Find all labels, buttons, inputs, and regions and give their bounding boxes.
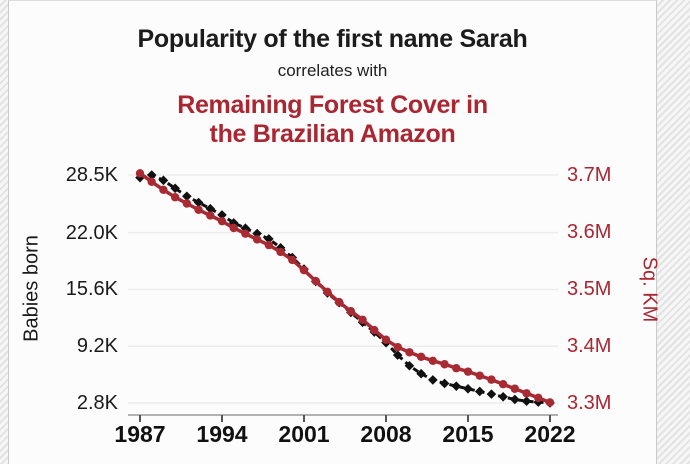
data-point-forest xyxy=(323,287,332,297)
x-axis-tick-label: 2022 xyxy=(524,421,576,447)
data-point-sarah xyxy=(428,375,438,385)
data-point-sarah xyxy=(146,170,157,180)
data-point-forest xyxy=(299,265,309,275)
data-point-forest xyxy=(498,379,508,389)
data-point-forest xyxy=(358,315,367,324)
data-point-sarah xyxy=(451,381,462,391)
chart-title-secondary-line1: Remaining Forest Cover in xyxy=(177,91,488,119)
data-point-forest xyxy=(252,235,262,244)
data-point-forest xyxy=(135,169,145,178)
data-point-sarah xyxy=(170,183,180,194)
data-point-sarah xyxy=(474,386,485,397)
data-point-forest xyxy=(487,375,496,384)
chart-title-secondary: Remaining Forest Cover in the Brazilian … xyxy=(9,91,656,149)
data-point-sarah xyxy=(510,394,520,405)
data-point-forest xyxy=(288,255,297,265)
data-point-forest xyxy=(452,364,461,373)
data-point-forest xyxy=(463,367,473,376)
chart-title-primary: Popularity of the first name Sarah xyxy=(137,25,528,53)
data-point-sarah xyxy=(521,396,532,407)
data-point-forest xyxy=(229,223,238,233)
data-point-forest xyxy=(159,185,168,195)
data-point-forest xyxy=(405,348,414,357)
x-axis-tick-label: 1987 xyxy=(114,421,166,447)
y-axis-tick-label-right: 3.5M xyxy=(567,278,612,300)
data-point-forest xyxy=(276,247,285,257)
data-point-sarah xyxy=(404,360,415,371)
data-point-forest xyxy=(170,193,180,202)
data-point-sarah xyxy=(416,368,426,379)
x-axis-tick-label: 2001 xyxy=(278,421,330,447)
data-point-forest xyxy=(393,342,402,352)
y-axis-tick-label-left: 22.0K xyxy=(65,221,118,244)
y-axis-tick-label-left: 15.6K xyxy=(65,278,118,301)
data-point-sarah xyxy=(498,391,508,402)
data-point-sarah xyxy=(193,197,204,208)
data-point-sarah xyxy=(463,384,473,394)
data-point-forest xyxy=(206,211,215,220)
data-point-forest xyxy=(217,216,227,226)
data-point-forest xyxy=(334,297,344,307)
data-point-sarah xyxy=(486,389,497,399)
chart-title-secondary-line2: the Brazilian Amazon xyxy=(209,120,456,148)
data-point-sarah xyxy=(275,242,286,253)
data-point-sarah xyxy=(392,350,403,360)
data-point-sarah xyxy=(182,191,192,202)
data-point-sarah xyxy=(205,203,216,214)
y-axis-tick-label-left: 2.8K xyxy=(76,392,118,414)
data-point-forest xyxy=(545,398,555,407)
data-point-forest xyxy=(381,335,391,344)
data-point-forest xyxy=(194,205,203,214)
data-point-forest xyxy=(182,199,192,208)
chart-title-connector: correlates with xyxy=(277,61,388,80)
y-axis-tick-label-left: 9.2K xyxy=(76,335,118,358)
y-axis-tick-label-left: 28.5K xyxy=(65,164,118,186)
data-point-sarah xyxy=(252,228,262,239)
data-point-forest xyxy=(311,276,320,286)
y-axis-tick-label-right: 3.7M xyxy=(567,164,612,186)
data-point-sarah xyxy=(439,378,450,389)
data-point-forest xyxy=(534,393,543,403)
data-point-sarah xyxy=(217,210,227,220)
data-point-forest xyxy=(510,384,520,393)
data-point-forest xyxy=(440,360,449,369)
y-axis-tick-label-right: 3.3M xyxy=(567,392,612,414)
x-axis-tick-label: 2008 xyxy=(360,421,412,447)
data-point-sarah xyxy=(158,175,169,186)
data-point-sarah xyxy=(264,234,274,244)
x-axis-tick-label: 2015 xyxy=(442,421,494,447)
y-axis-tick-label-right: 3.4M xyxy=(567,335,612,357)
data-point-forest xyxy=(346,307,356,316)
x-axis-tick-label: 1994 xyxy=(196,421,248,447)
data-point-forest xyxy=(475,371,484,380)
data-point-sarah xyxy=(240,223,251,234)
data-point-forest xyxy=(522,389,531,398)
data-point-forest xyxy=(416,352,426,362)
data-point-forest xyxy=(370,325,379,335)
data-point-forest xyxy=(147,177,156,187)
data-point-forest xyxy=(241,229,250,238)
data-point-forest xyxy=(264,240,274,250)
y-axis-tick-label-right: 3.6M xyxy=(567,221,612,243)
data-point-forest xyxy=(428,356,438,366)
